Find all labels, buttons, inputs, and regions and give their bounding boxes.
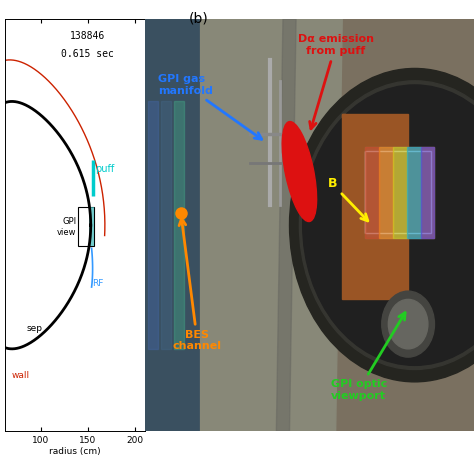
Circle shape <box>388 300 428 349</box>
Bar <box>161 101 171 349</box>
Text: 138846: 138846 <box>70 31 106 41</box>
Bar <box>346 118 405 295</box>
Bar <box>376 151 387 233</box>
Bar <box>145 19 204 431</box>
Bar <box>420 147 435 237</box>
Text: puff: puff <box>95 164 115 173</box>
Text: RF: RF <box>91 279 103 288</box>
Circle shape <box>290 68 474 382</box>
Bar <box>409 151 419 233</box>
Bar <box>398 151 409 233</box>
X-axis label: radius (cm): radius (cm) <box>49 447 100 456</box>
Bar <box>407 147 420 237</box>
Bar <box>365 147 379 237</box>
Polygon shape <box>201 19 342 431</box>
Bar <box>365 151 431 233</box>
Bar <box>365 147 435 237</box>
Bar <box>365 151 431 233</box>
Bar <box>342 114 408 300</box>
Bar <box>78 208 94 246</box>
Bar <box>148 101 158 349</box>
Text: BES
channel: BES channel <box>173 219 222 351</box>
Bar <box>342 114 408 300</box>
Bar <box>387 151 398 233</box>
Circle shape <box>300 81 474 370</box>
Bar <box>174 101 184 349</box>
Text: Dα emission
from puff: Dα emission from puff <box>298 35 374 129</box>
Text: (b): (b) <box>189 12 209 26</box>
Bar <box>393 147 407 237</box>
Text: GPI
view: GPI view <box>57 217 76 237</box>
Circle shape <box>382 291 435 357</box>
Circle shape <box>303 85 474 365</box>
Text: GPI optic
viewport: GPI optic viewport <box>330 313 405 401</box>
Bar <box>379 147 393 237</box>
Text: 0.615 sec: 0.615 sec <box>62 49 114 59</box>
Text: GPI gas
manifold: GPI gas manifold <box>158 74 262 139</box>
Polygon shape <box>276 19 296 431</box>
Bar <box>89 208 94 246</box>
Ellipse shape <box>282 121 317 221</box>
Text: sep: sep <box>27 324 43 333</box>
Text: B: B <box>328 177 368 221</box>
Bar <box>365 151 376 233</box>
Bar <box>419 151 430 233</box>
Text: wall: wall <box>11 371 29 380</box>
